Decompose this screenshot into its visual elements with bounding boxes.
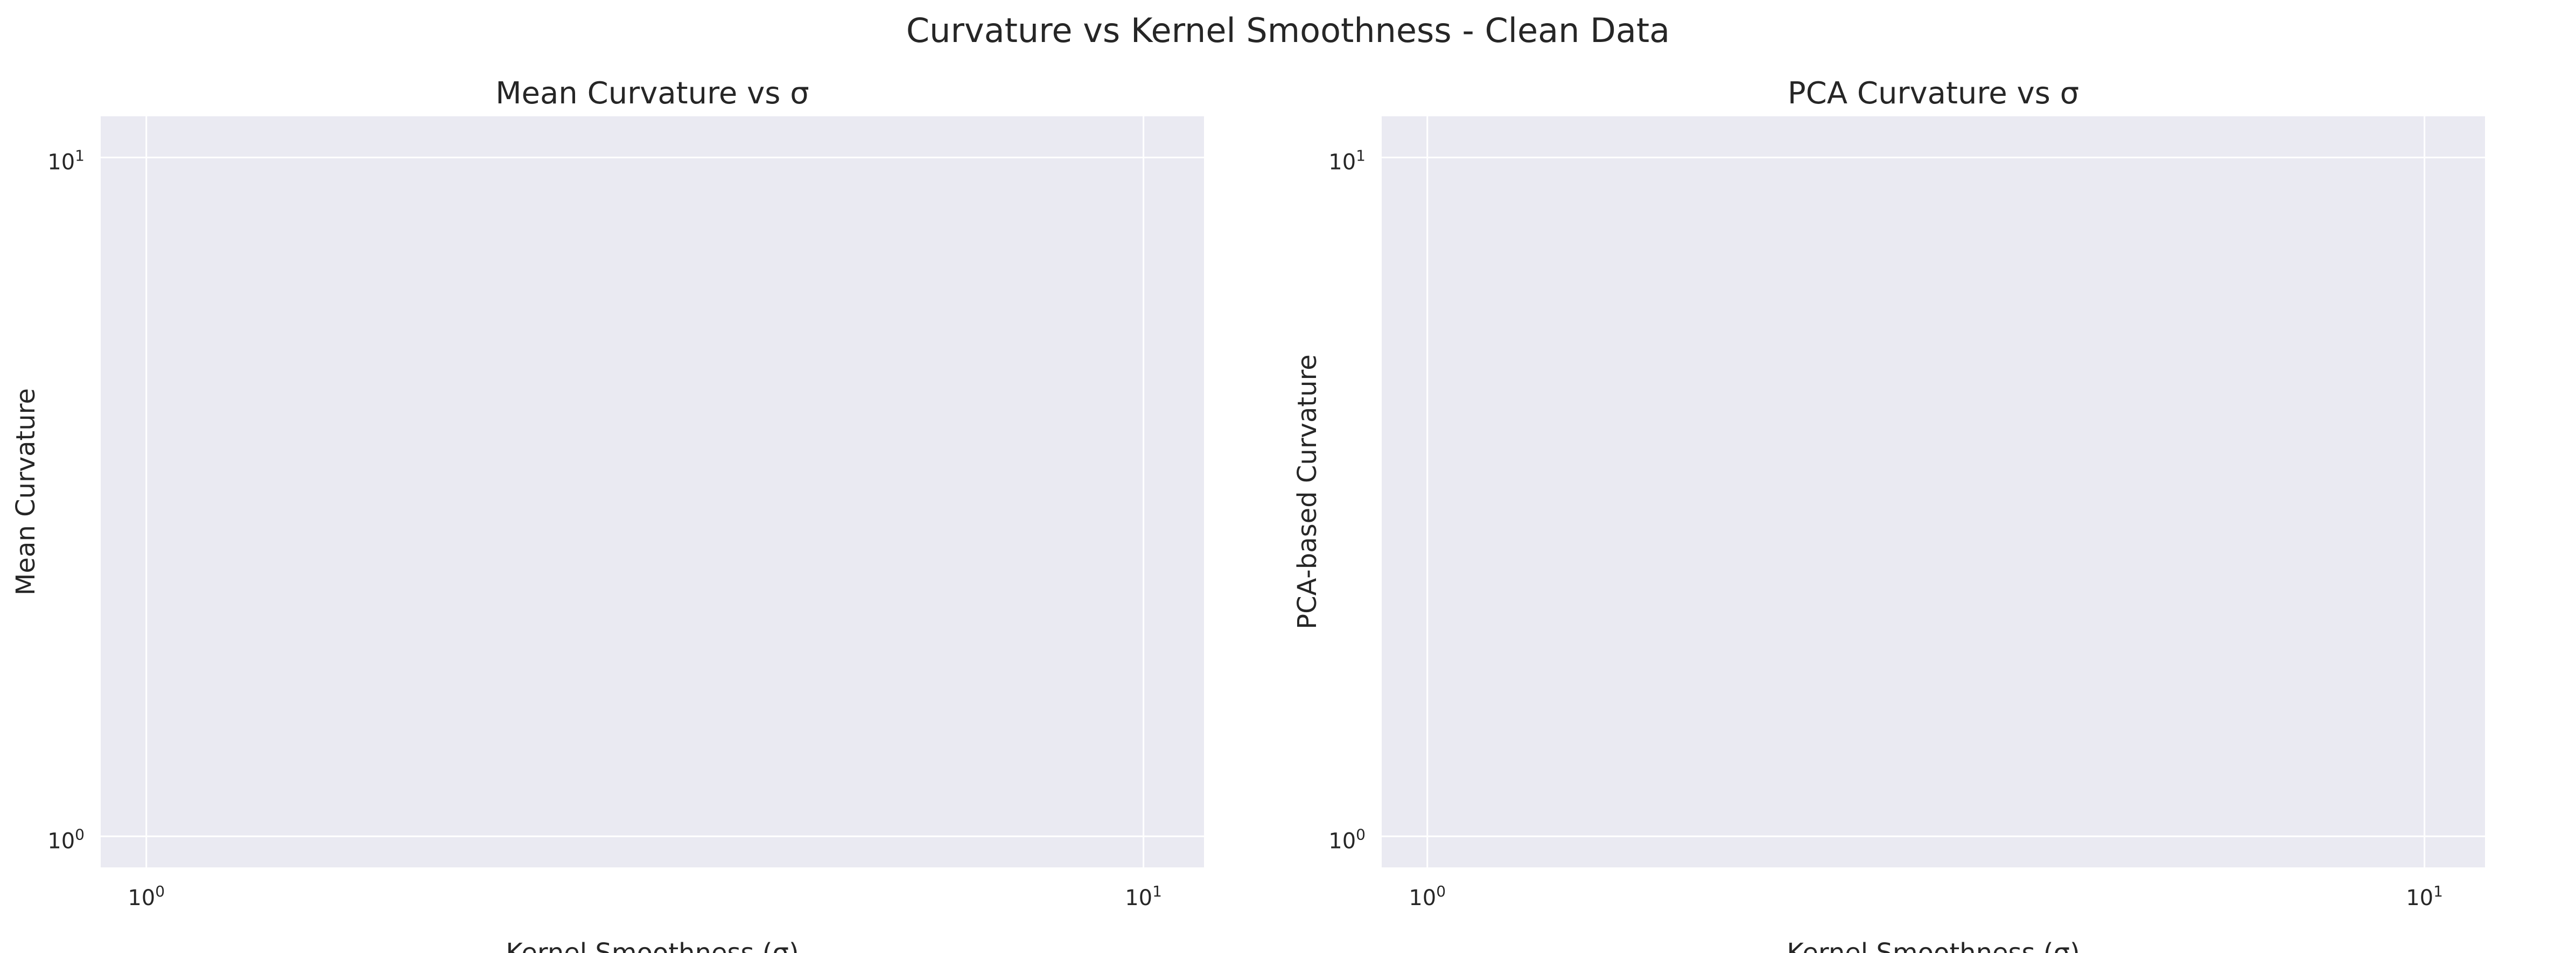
figure-suptitle: Curvature vs Kernel Smoothness - Clean D… — [906, 11, 1670, 50]
mean-y-tick-label: 100 — [47, 825, 85, 854]
mean-chart-title: Mean Curvature vs σ — [495, 76, 809, 111]
pca-chart-title: PCA Curvature vs σ — [1788, 76, 2079, 111]
mean-y-axis-label: Mean Curvature — [11, 388, 41, 595]
pca-x-axis-label: Kernel Smoothness (σ) — [1787, 938, 2080, 953]
mean-x-tick-label: 101 — [1125, 882, 1162, 911]
pca-axes-background — [1382, 116, 2485, 867]
mean-axes-group: 100 101 100 101 Mean Curvature vs σ Kernel Sm… — [11, 76, 1204, 953]
pca-y-tick-label: 100 — [1328, 825, 1366, 854]
pca-x-tick-label: 100 — [1409, 882, 1446, 911]
mean-x-tick-label: 100 — [128, 882, 165, 911]
pca-y-axis-label: PCA-based Curvature — [1292, 354, 1322, 629]
mean-axes-background — [101, 116, 1204, 867]
mean-x-axis-label: Kernel Smoothness (σ) — [506, 938, 799, 953]
mean-y-tick-label: 101 — [47, 146, 85, 175]
pca-axes-group: 100 101 100 101 PCA Curvature vs σ Kernel Smo… — [1292, 76, 2485, 953]
pca-y-tick-label: 101 — [1328, 146, 1366, 175]
pca-x-tick-label: 101 — [2406, 882, 2443, 911]
